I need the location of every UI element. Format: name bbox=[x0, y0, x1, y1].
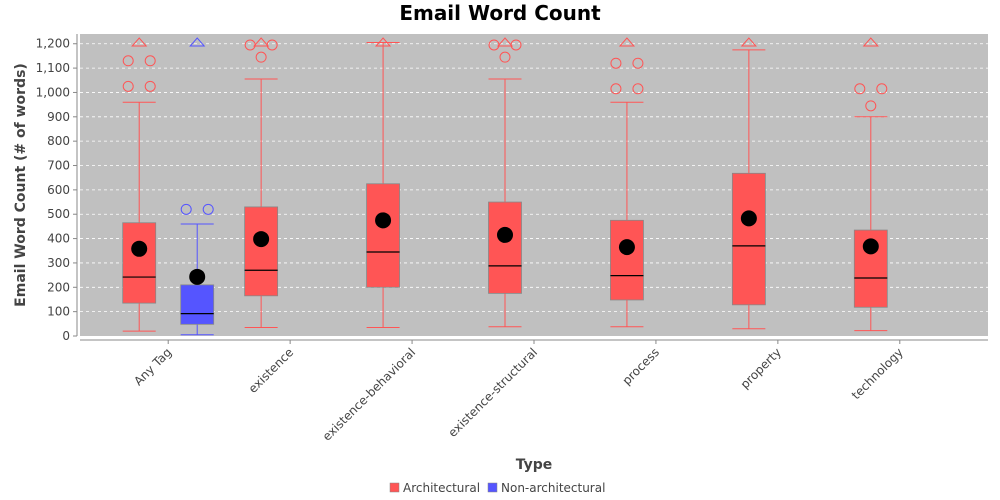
chart-title: Email Word Count bbox=[399, 1, 601, 25]
far-out-marker bbox=[496, 37, 514, 47]
y-tick-label: 700 bbox=[47, 159, 70, 173]
iqr-box bbox=[488, 201, 522, 294]
far-out-marker bbox=[131, 37, 148, 47]
mean-marker bbox=[189, 268, 206, 285]
gridlines bbox=[80, 43, 988, 313]
box-architectural-property bbox=[731, 37, 766, 330]
outlier-marker bbox=[632, 83, 644, 95]
y-tick-label: 1,000 bbox=[36, 85, 70, 99]
far-out-marker bbox=[253, 37, 270, 47]
box-architectural-technology bbox=[853, 37, 888, 332]
y-tick-label: 400 bbox=[47, 232, 70, 246]
iqr-box bbox=[610, 219, 644, 301]
y-tick-label: 500 bbox=[47, 207, 70, 221]
y-tick-label: 1,200 bbox=[36, 37, 70, 51]
outlier-marker bbox=[632, 57, 644, 69]
iqr-box bbox=[180, 284, 215, 325]
iqr-box bbox=[731, 172, 766, 306]
far-out-marker bbox=[862, 37, 879, 47]
outlier-marker bbox=[255, 51, 267, 63]
x-tick-label: process bbox=[620, 345, 663, 388]
plot-area bbox=[80, 34, 988, 336]
box-architectural-existence-structural bbox=[488, 37, 522, 328]
box-architectural-existence-behavioral bbox=[366, 37, 400, 328]
x-tick-label: property bbox=[738, 345, 784, 391]
mean-marker bbox=[131, 240, 148, 257]
box-architectural-process bbox=[610, 37, 644, 328]
y-tick-label: 0 bbox=[62, 329, 70, 343]
box-architectural-any-tag bbox=[122, 37, 157, 332]
outlier-marker bbox=[854, 83, 866, 95]
iqr-box bbox=[122, 222, 157, 304]
outlier-marker bbox=[144, 80, 156, 92]
outlier-marker bbox=[499, 51, 511, 63]
iqr-box bbox=[366, 183, 400, 288]
far-out-marker bbox=[618, 37, 636, 47]
y-tick-label: 800 bbox=[47, 134, 70, 148]
mean-marker bbox=[253, 231, 270, 248]
box-non-architectural-any-tag bbox=[180, 37, 215, 336]
mean-marker bbox=[497, 226, 513, 243]
y-tick-label: 1,100 bbox=[36, 61, 70, 75]
boxes bbox=[122, 37, 888, 336]
outlier-marker bbox=[122, 80, 134, 92]
legend: Architectural Non-architectural bbox=[389, 481, 605, 495]
x-tick-label: Any Tag bbox=[131, 345, 174, 388]
outlier-marker bbox=[202, 203, 214, 215]
outlier-marker bbox=[876, 83, 888, 95]
y-tick-label: 300 bbox=[47, 256, 70, 270]
outlier-marker bbox=[865, 100, 877, 112]
y-tick-label: 200 bbox=[47, 280, 70, 294]
legend-swatch bbox=[389, 482, 400, 493]
outlier-marker bbox=[122, 55, 134, 67]
far-out-marker bbox=[740, 37, 757, 47]
outlier-marker bbox=[610, 83, 622, 95]
x-tick-label: existence-structural bbox=[445, 345, 540, 440]
x-tick-label: existence bbox=[246, 345, 297, 396]
x-axis-title: Type bbox=[516, 457, 553, 473]
y-axis: 0 100 200 300 400 500 600 700 800 900 1,000 1,100 1,… bbox=[36, 34, 78, 343]
y-tick-label: 100 bbox=[47, 305, 70, 319]
legend-label: Non-architectural bbox=[501, 481, 605, 495]
legend-label: Architectural bbox=[403, 481, 480, 495]
box-architectural-existence bbox=[244, 37, 279, 328]
iqr-box bbox=[244, 206, 279, 297]
x-axis: Any Tag existence existence-behavioral exis… bbox=[80, 339, 988, 444]
far-out-marker bbox=[189, 37, 206, 47]
y-tick-label: 900 bbox=[47, 110, 70, 124]
y-axis-title: Email Word Count (# of words) bbox=[13, 63, 29, 307]
x-tick-label: technology bbox=[849, 345, 906, 402]
mean-marker bbox=[618, 239, 635, 256]
outlier-marker bbox=[144, 55, 156, 67]
mean-marker bbox=[740, 210, 757, 227]
outlier-marker bbox=[180, 203, 192, 215]
legend-swatch bbox=[487, 482, 498, 493]
outlier-marker bbox=[610, 57, 622, 69]
mean-marker bbox=[375, 212, 392, 229]
x-tick-label: existence-behavioral bbox=[320, 345, 418, 443]
far-out-marker bbox=[374, 37, 392, 47]
mean-marker bbox=[862, 238, 879, 255]
y-tick-label: 600 bbox=[47, 183, 70, 197]
